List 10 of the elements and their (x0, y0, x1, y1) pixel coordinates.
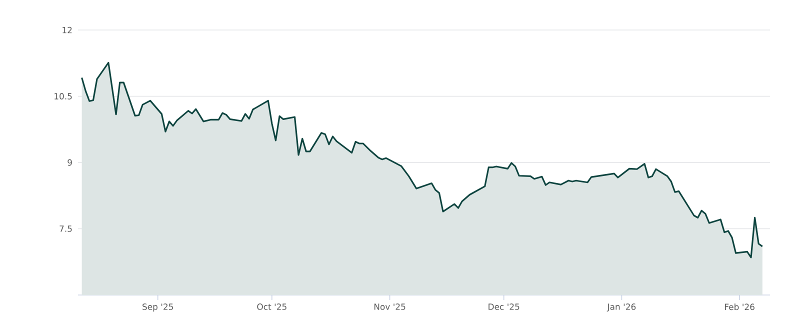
x-tick-label: Oct '25 (257, 304, 286, 310)
y-tick-label: 12 (62, 26, 72, 34)
x-tick-label: Sep '25 (142, 304, 173, 312)
x-tick-label: Dec '25 (488, 304, 520, 310)
x-tick-label: Nov '25 (374, 304, 406, 310)
x-tick-label: Jan '26 (606, 304, 636, 312)
x-tick-label: Feb '26 (725, 304, 754, 310)
y-tick-label: 10.5 (54, 93, 72, 100)
y-tick-label: 7.5 (60, 226, 72, 232)
y-tick-label: 9 (68, 159, 72, 166)
